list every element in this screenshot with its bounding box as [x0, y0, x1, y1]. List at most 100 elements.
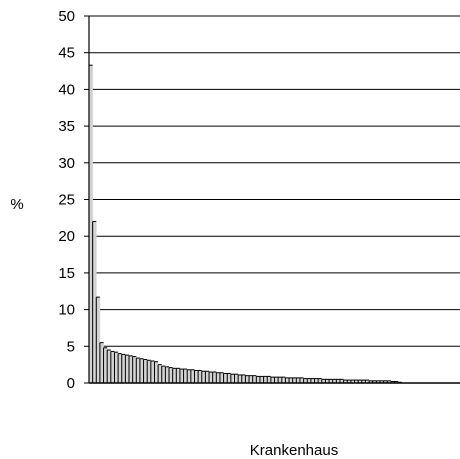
- bar: [158, 364, 163, 383]
- bar: [99, 342, 104, 383]
- bar: [285, 377, 290, 383]
- bar: [281, 377, 286, 383]
- y-tick-label: 45: [58, 45, 75, 62]
- bar: [314, 378, 319, 383]
- bar: [270, 377, 275, 383]
- bar: [132, 356, 137, 383]
- bar: [336, 379, 341, 383]
- bar: [205, 371, 210, 383]
- bar: [379, 380, 384, 383]
- bar: [118, 353, 123, 383]
- bar: [125, 355, 130, 383]
- axes: [84, 15, 460, 384]
- bar: [259, 376, 264, 383]
- bar: [139, 358, 144, 383]
- bar: [325, 379, 330, 383]
- y-tick-label: 15: [58, 265, 75, 282]
- gridlines: [89, 15, 460, 347]
- bar: [234, 374, 239, 383]
- y-tick-label: 25: [58, 192, 75, 209]
- bar: [354, 380, 359, 383]
- bar: [256, 376, 261, 383]
- bar: [372, 380, 377, 383]
- y-tick-label: 5: [67, 338, 75, 355]
- bar: [245, 375, 250, 383]
- bar: [274, 377, 279, 383]
- bar: [376, 380, 381, 383]
- bar: [114, 352, 119, 383]
- bar: [194, 370, 199, 383]
- bar: [267, 376, 272, 383]
- y-tick-label: 50: [58, 8, 75, 25]
- bar: [110, 351, 115, 383]
- bar: [169, 367, 173, 383]
- x-axis-label: Krankenhaus: [250, 442, 338, 459]
- bar: [154, 361, 159, 383]
- bar: [107, 349, 112, 383]
- bar: [161, 366, 166, 383]
- bar: [183, 369, 188, 383]
- bar: [383, 380, 388, 383]
- bar: [89, 65, 93, 383]
- bar: [238, 374, 243, 383]
- bar: [343, 380, 348, 383]
- bar: [179, 369, 184, 383]
- y-tick-label: 30: [58, 155, 75, 172]
- bar: [143, 359, 148, 383]
- y-tick-label: 10: [58, 302, 75, 319]
- bar: [241, 374, 246, 383]
- bar: [165, 366, 170, 383]
- bar: [92, 221, 97, 383]
- bar: [350, 380, 355, 383]
- bar: [219, 372, 224, 383]
- y-tick-label: 40: [58, 81, 75, 98]
- bar: [230, 374, 235, 383]
- bar: [278, 377, 283, 383]
- bar: [198, 370, 203, 383]
- bar: [263, 376, 268, 383]
- bar: [212, 371, 217, 383]
- bar: [187, 369, 192, 383]
- bar: [307, 378, 312, 383]
- bar: [103, 347, 108, 383]
- bar: [223, 373, 228, 383]
- bar: [361, 380, 366, 383]
- bar: [292, 377, 297, 383]
- bar: [190, 369, 195, 383]
- y-axis-label: %: [10, 196, 23, 213]
- bar: [216, 372, 221, 383]
- bar: [339, 379, 344, 383]
- bar: [121, 354, 126, 383]
- bar: [209, 371, 213, 383]
- bar: [150, 360, 155, 383]
- bar: [329, 379, 333, 383]
- bar: [172, 368, 177, 383]
- bar: [318, 378, 323, 383]
- bar: [252, 375, 257, 383]
- bar: [176, 368, 181, 383]
- bar: [227, 373, 232, 383]
- bar: [321, 379, 326, 383]
- bars: [88, 64, 403, 383]
- bar: [369, 380, 374, 383]
- bar: [358, 380, 363, 383]
- bar: [303, 378, 308, 383]
- bar: [332, 379, 337, 383]
- bar: [387, 380, 392, 383]
- bar: [129, 355, 133, 383]
- bar: [299, 377, 304, 383]
- bar: [201, 371, 206, 383]
- bar: [249, 375, 253, 383]
- bar: [296, 377, 301, 383]
- bar: [289, 377, 293, 383]
- y-tick-label: 0: [67, 375, 75, 392]
- bar: [136, 358, 141, 383]
- bar: [310, 378, 315, 383]
- y-tick-labels: 0 5 10 15 20 25 30 35 40 45 50: [58, 8, 75, 392]
- bar: [96, 297, 101, 383]
- bar: [147, 360, 152, 383]
- bar: [347, 380, 352, 383]
- bar: [365, 380, 370, 383]
- y-tick-label: 20: [58, 228, 75, 245]
